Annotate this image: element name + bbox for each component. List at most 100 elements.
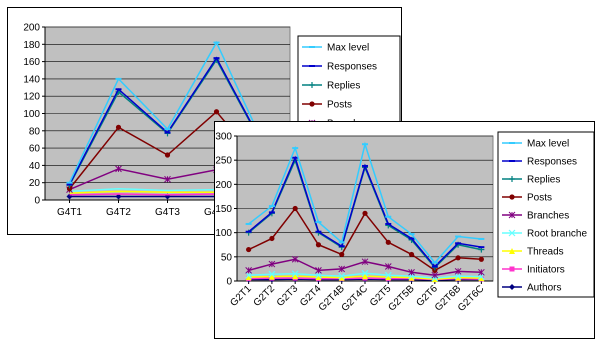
chart-2-series-4-point: [338, 265, 346, 273]
chart-2-svg: 050100150200250300G2T1G2T2G2T3G2T4G2T4BG…: [215, 131, 595, 314]
chart-1-svg: 020406080100120140160180200G4T1G4T2G4T3G…: [23, 23, 401, 218]
chart-2-legend-marker: [509, 248, 515, 254]
chart-1-series-3-point: [213, 109, 220, 115]
chart-2-series-6-point: [478, 275, 485, 282]
chart-1-series-3-point: [164, 152, 171, 158]
chart-2-legend-marker: [508, 229, 516, 237]
chart-2-series-3-point: [455, 255, 461, 261]
chart-2-x-tick-label: G2T6C: [456, 283, 487, 314]
chart-2-series-4-point: [291, 255, 299, 263]
chart-2-series-4-point: [408, 268, 415, 276]
chart-2-series-4-point: [384, 263, 392, 270]
chart-2-x-tick-label: G2T5B: [386, 283, 416, 313]
chart-2-series-4-point: [245, 267, 252, 274]
chart-2-series-3-point: [408, 251, 415, 258]
chart-2-series-3-point: [246, 246, 252, 253]
chart-2-x-tick-label: G2T4C: [340, 283, 371, 314]
chart-2-y-tick-label: 200: [215, 180, 232, 191]
chart-2-series-3-point: [362, 210, 368, 216]
chart-2-legend-label: Max level: [527, 139, 569, 150]
chart-2-legend-label: Initiators: [527, 265, 565, 276]
chart-1-legend-marker: [309, 101, 315, 107]
chart-2-series-4-point: [315, 267, 322, 274]
chart-2-series-6-point: [408, 274, 415, 281]
chart-1-series-8-point: [115, 193, 122, 200]
chart-2-series-5-point: [454, 272, 462, 280]
chart-1-x-tick-label: G4T3: [155, 207, 180, 218]
chart-1-y-tick-label: 100: [23, 109, 40, 120]
chart-1-y-tick-label: 120: [23, 92, 40, 103]
chart-2-series-5-point: [291, 270, 299, 278]
chart-2-series-5-point: [338, 272, 346, 280]
chart-2-series-6-point: [268, 273, 275, 280]
chart-2-series-5-point: [245, 271, 253, 279]
chart-2-series-4-point: [431, 271, 439, 279]
chart-2-series-3-point: [269, 235, 275, 242]
chart-1-series-4-point: [164, 175, 171, 183]
chart-2-legend-marker: [509, 194, 515, 200]
chart-1-y-tick-label: 60: [29, 144, 41, 155]
chart-2-legend-label: Branches: [527, 211, 569, 222]
chart-2-series-3-point: [339, 251, 345, 258]
chart-panel-2: 0 50 100 150 200 250 300 G2T1 G2T2 G2T3 G2T4 G2T4B G…: [214, 121, 595, 339]
chart-2-series-4-point: [454, 267, 462, 275]
chart-2-series-3-point: [315, 242, 322, 248]
chart-2-y-tick-label: 100: [215, 228, 232, 239]
chart-1-y-tick-label: 80: [29, 126, 41, 137]
chart-2-series-6-point: [362, 273, 368, 280]
chart-1-series-4-point: [115, 165, 122, 173]
chart-2-y-tick-label: 300: [215, 132, 232, 143]
chart-1-legend-label: Posts: [327, 100, 352, 111]
chart-2-legend-label: Replies: [527, 175, 560, 186]
chart-2-x-tick-label: G2T1: [228, 283, 254, 309]
chart-2-series-6-point: [385, 274, 392, 281]
chart-2-y-tick-label: 50: [221, 252, 233, 263]
chart-2-legend-marker: [509, 266, 515, 272]
chart-2-legend-marker: [509, 176, 515, 182]
chart-2-series-6-point: [315, 274, 322, 281]
chart-2-legend-marker: [508, 211, 516, 219]
chart-1-y-tick-label: 0: [34, 196, 40, 207]
chart-2-y-tick-label: 250: [215, 156, 232, 167]
chart-2-x-tick-label: G2T3: [275, 283, 301, 309]
chart-2-series-6-point: [431, 276, 438, 283]
chart-1-y-tick-label: 180: [23, 40, 40, 51]
chart-1-x-tick-label: G4T1: [57, 207, 82, 218]
chart-2-legend-marker: [509, 284, 515, 290]
chart-1-legend-label: Replies: [327, 81, 360, 92]
chart-2-series-3-point: [385, 239, 391, 245]
chart-2-series-3-point: [478, 256, 484, 262]
chart-1-series-3-point: [115, 124, 122, 130]
chart-1-y-tick-label: 160: [23, 57, 40, 68]
chart-2-series-4-point: [361, 258, 369, 266]
chart-1-x-tick-label: G4T2: [106, 207, 131, 218]
chart-2-legend-label: Threads: [527, 247, 564, 258]
chart-2-series-5-point: [268, 270, 276, 278]
chart-2-series-6-point: [245, 274, 252, 281]
chart-1-y-tick-label: 140: [23, 74, 40, 85]
chart-1-y-tick-label: 40: [29, 161, 41, 172]
chart-2-legend-label: Authors: [527, 283, 561, 294]
chart-2-legend-label: Posts: [527, 193, 552, 204]
chart-1-legend-marker: [309, 82, 315, 88]
chart-2-series-5-point: [315, 271, 322, 279]
chart-2-series-6-point: [292, 273, 299, 280]
chart-2-y-tick-label: 150: [215, 204, 232, 215]
chart-1-y-tick-label: 20: [29, 178, 41, 189]
chart-2-series-5-point: [384, 271, 392, 279]
chart-2-series-6-point: [338, 274, 345, 281]
chart-2-legend-label: Root branche: [527, 229, 587, 240]
chart-1-y-tick-label: 200: [23, 23, 40, 34]
chart-2-series-5-point: [361, 269, 369, 277]
chart-2-series-4-point: [478, 268, 485, 276]
chart-2-series-4-point: [268, 260, 276, 268]
chart-1-legend-label: Responses: [327, 62, 377, 73]
chart-2-legend-label: Responses: [527, 157, 577, 168]
chart-2-y-tick-label: 0: [226, 277, 232, 288]
chart-2-series-3-point: [292, 205, 298, 212]
chart-2-x-tick-label: G2T2: [252, 283, 278, 309]
chart-1-series-3-point: [66, 186, 73, 192]
chart-2-series-6-point: [455, 274, 462, 281]
chart-1-legend: [297, 35, 401, 133]
chart-1-legend-label: Max level: [327, 43, 369, 54]
